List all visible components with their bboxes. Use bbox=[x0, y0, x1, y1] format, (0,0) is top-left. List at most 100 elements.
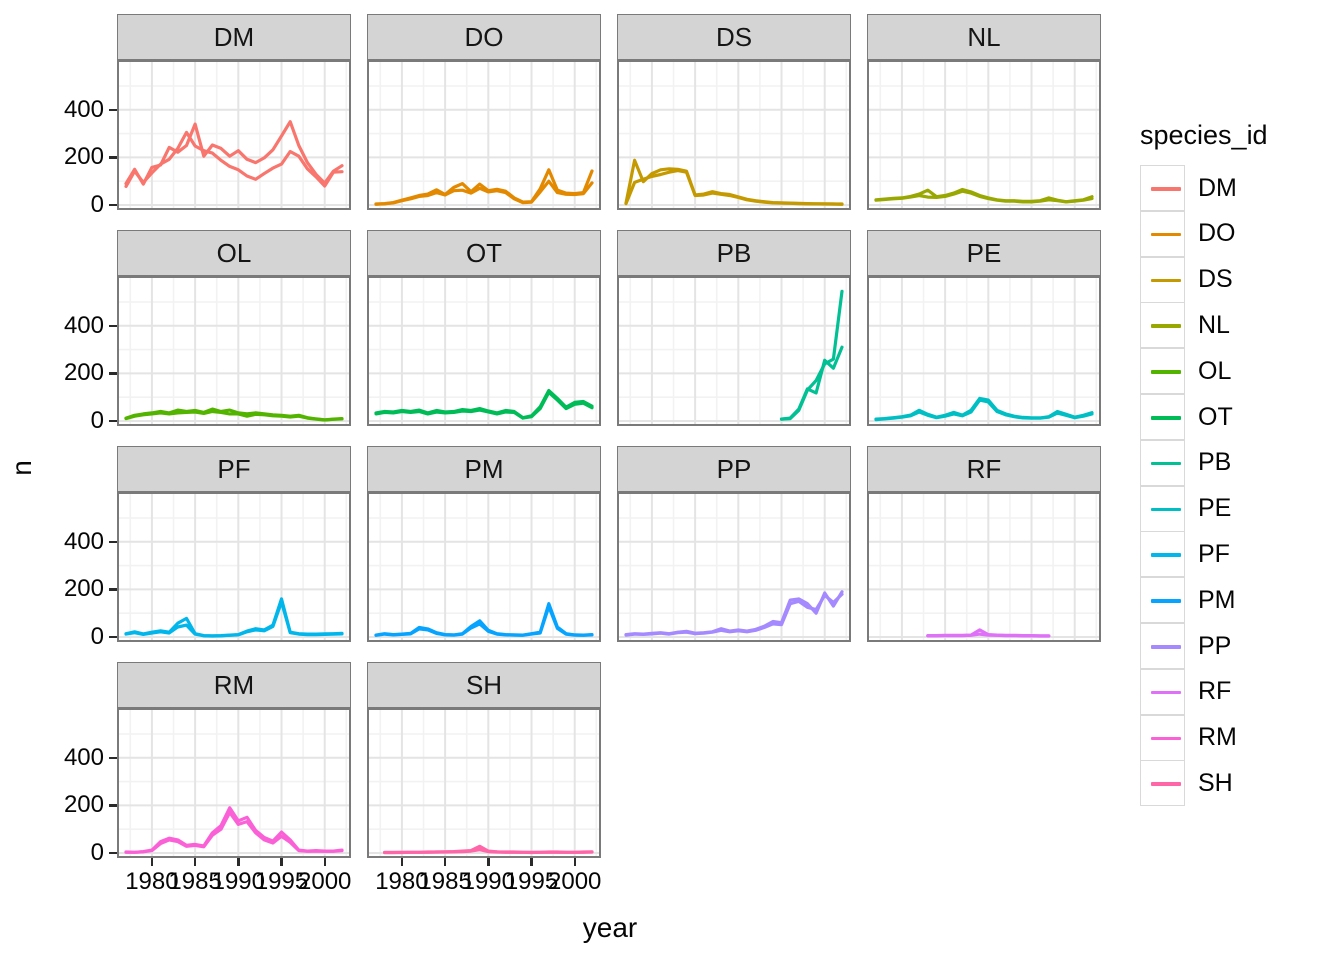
x-tick-mark bbox=[150, 858, 154, 866]
x-tick-label: 2000 bbox=[548, 868, 602, 895]
facet-PM-line-b bbox=[374, 604, 594, 637]
legend-key-PM bbox=[1140, 577, 1185, 624]
x-tick-mark bbox=[237, 858, 240, 866]
facet-strip-label-PF: PF bbox=[217, 453, 251, 484]
x-tick-label: 1990 bbox=[461, 868, 515, 895]
legend-key-DO bbox=[1140, 210, 1185, 257]
facet-panel-PF bbox=[117, 492, 351, 642]
x-tick-mark bbox=[323, 858, 327, 866]
facet-panel-PM bbox=[367, 492, 601, 642]
y-tick-mark bbox=[109, 804, 117, 807]
legend-swatch-RM bbox=[1151, 736, 1181, 741]
facet-strip-label-PE: PE bbox=[966, 237, 1002, 268]
x-tick-label: 1980 bbox=[375, 868, 429, 895]
legend-swatch-PF bbox=[1151, 553, 1181, 557]
facet-NL-line-b bbox=[874, 189, 1094, 204]
y-tick-label: 400 bbox=[63, 95, 104, 123]
legend-label-PE: PE bbox=[1198, 494, 1232, 523]
legend-item-DO: DO bbox=[1138, 210, 1344, 257]
legend-key-DM bbox=[1140, 165, 1185, 211]
facet-OL-line-b bbox=[124, 409, 344, 422]
facet-strip-label-DM: DM bbox=[213, 21, 255, 52]
facet-panel-RF bbox=[867, 492, 1101, 642]
legend-label-RM: RM bbox=[1198, 723, 1237, 752]
facet-PF-line-b bbox=[124, 600, 344, 638]
y-tick-label: 400 bbox=[63, 311, 104, 339]
facet-strip-label-DO: DO bbox=[464, 21, 504, 52]
legend-label-OT: OT bbox=[1198, 402, 1233, 431]
facet-PB-line-b bbox=[779, 345, 844, 421]
y-tick-mark bbox=[109, 108, 117, 112]
facet-DS-line-b bbox=[624, 168, 844, 206]
facet-strip-label-PM: PM bbox=[464, 453, 504, 484]
facet-strip-label-DS: DS bbox=[715, 21, 753, 52]
x-tick-mark bbox=[487, 858, 490, 866]
facet-strip-label-PB: PB bbox=[716, 237, 752, 268]
y-tick-mark bbox=[109, 540, 117, 544]
facet-strip-label-RF: RF bbox=[966, 453, 1002, 484]
facet-PP-line-b bbox=[624, 592, 844, 637]
x-tick-label: 1990 bbox=[211, 868, 265, 895]
x-axis-title: year bbox=[582, 912, 638, 943]
facet-strip-label-SH: SH bbox=[465, 669, 503, 700]
x-tick-label: 1980 bbox=[125, 868, 179, 895]
legend-label-PB: PB bbox=[1198, 448, 1232, 477]
facet-strip-label-OL: OL bbox=[216, 237, 252, 268]
facet-strip-SH: SH bbox=[367, 662, 601, 708]
facet-strip-OL: OL bbox=[117, 230, 351, 276]
x-tick-mark bbox=[280, 858, 283, 866]
legend-key-RF bbox=[1140, 668, 1185, 715]
legend-swatch-DM bbox=[1151, 187, 1181, 191]
x-tick-label: 1985 bbox=[168, 868, 222, 895]
facet-panel-RM bbox=[117, 708, 351, 858]
facet-strip-RM: RM bbox=[117, 662, 351, 708]
legend-label-OL: OL bbox=[1198, 356, 1232, 385]
legend-key-PE bbox=[1140, 485, 1185, 532]
y-tick-label: 0 bbox=[90, 191, 104, 218]
legend-label-SH: SH bbox=[1198, 768, 1233, 797]
legend-key-OL bbox=[1140, 348, 1185, 395]
facet-SH-line-b bbox=[383, 848, 594, 855]
legend-item-PP: PP bbox=[1138, 623, 1344, 669]
y-tick-label: 200 bbox=[63, 575, 104, 603]
legend-swatch-OL bbox=[1151, 370, 1181, 374]
legend-item-OT: OT bbox=[1138, 394, 1344, 440]
legend-key-PB bbox=[1140, 439, 1185, 486]
legend-key-SH bbox=[1140, 760, 1185, 807]
facet-strip-OT: OT bbox=[367, 230, 601, 276]
y-tick-label: 0 bbox=[90, 407, 104, 434]
legend-swatch-PE bbox=[1151, 507, 1181, 512]
facet-strip-PB: PB bbox=[617, 230, 851, 276]
legend-item-NL: NL bbox=[1138, 302, 1344, 349]
facet-panel-DO bbox=[367, 60, 601, 210]
legend-swatch-PP bbox=[1151, 645, 1181, 649]
facet-strip-DO: DO bbox=[367, 14, 601, 60]
x-tick-label: 2000 bbox=[298, 868, 352, 895]
legend-item-RF: RF bbox=[1138, 668, 1344, 715]
y-tick-mark bbox=[109, 851, 117, 855]
facet-panel-OT bbox=[367, 276, 601, 426]
legend: species_id DM DO DS NL OL OT PB PE PF PM PP RF RM SH bbox=[1138, 120, 1344, 807]
legend-label-PM: PM bbox=[1198, 585, 1236, 614]
y-tick-mark bbox=[109, 372, 117, 375]
y-tick-label: 400 bbox=[63, 527, 104, 555]
legend-item-SH: SH bbox=[1138, 760, 1344, 807]
facet-panel-DM bbox=[117, 60, 351, 210]
legend-swatch-PM bbox=[1151, 599, 1181, 603]
facet-strip-PM: PM bbox=[367, 446, 601, 492]
x-tick-label: 1985 bbox=[418, 868, 472, 895]
y-tick-mark bbox=[109, 756, 117, 760]
x-tick-label: 1995 bbox=[254, 868, 309, 895]
legend-label-PF: PF bbox=[1198, 539, 1230, 568]
facet-panel-NL bbox=[867, 60, 1101, 210]
y-tick-label: 0 bbox=[90, 623, 104, 650]
facet-PE-line-b bbox=[874, 398, 1094, 422]
facet-panel-OL bbox=[117, 276, 351, 426]
y-tick-label: 200 bbox=[63, 359, 104, 387]
x-tick-mark bbox=[530, 858, 533, 866]
legend-swatch-DO bbox=[1151, 232, 1181, 237]
legend-item-PF: PF bbox=[1138, 531, 1344, 578]
legend-label-DM: DM bbox=[1198, 173, 1237, 202]
facet-panel-SH bbox=[367, 708, 601, 858]
x-tick-mark bbox=[193, 858, 197, 866]
